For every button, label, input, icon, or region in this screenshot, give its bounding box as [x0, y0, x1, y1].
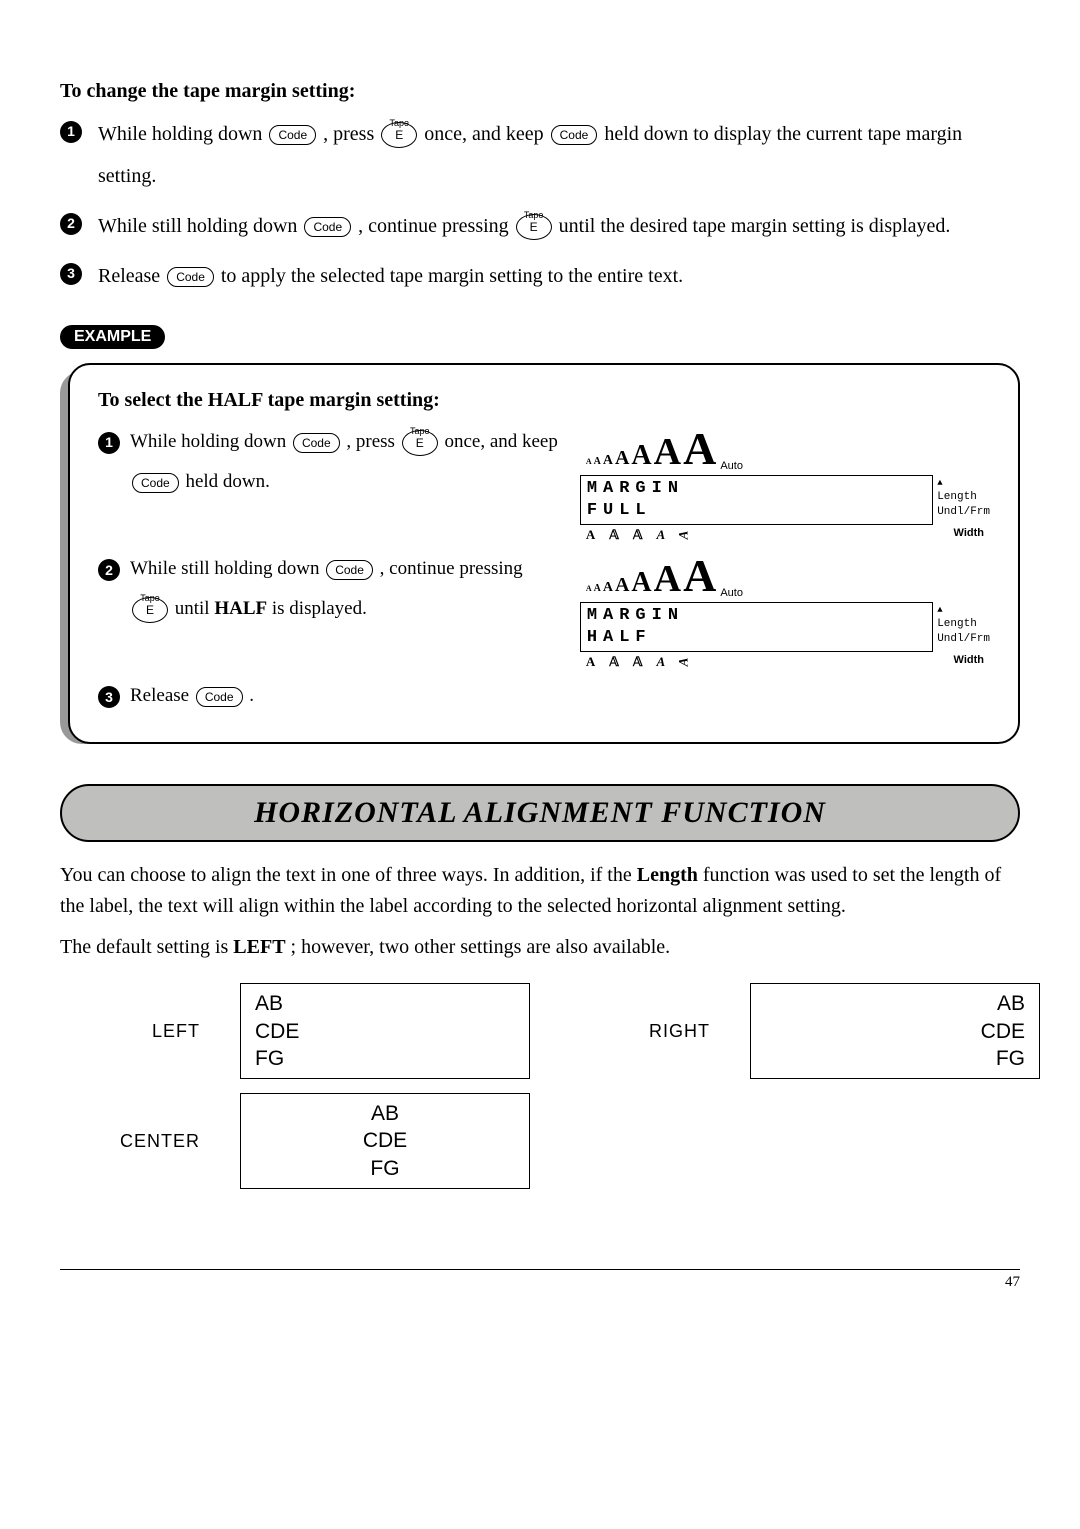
ex-num-3: 3 — [98, 686, 120, 708]
line: CDE — [765, 1018, 1025, 1045]
lcd-length: Length — [937, 617, 990, 632]
lcd-line2: HALF — [587, 627, 926, 649]
line: AB — [255, 1100, 515, 1127]
key-code: Code — [196, 687, 243, 707]
label-right: RIGHT — [570, 983, 710, 1079]
text: You can choose to align the text in one … — [60, 864, 637, 886]
text: While still holding down — [98, 215, 302, 237]
text: While holding down — [130, 431, 291, 452]
step-num-2: 2 — [60, 213, 82, 235]
text: ; however, two other settings are also a… — [291, 936, 671, 958]
lcd-undlfrm: Undl/Frm — [937, 632, 990, 647]
example-label: EXAMPLE — [60, 325, 165, 349]
text: held down. — [185, 471, 269, 492]
style-a: A — [657, 527, 666, 543]
text-bold: Length — [637, 864, 698, 886]
text: , press — [346, 431, 399, 452]
lcd-auto: Auto — [718, 587, 743, 602]
text: . — [249, 685, 254, 706]
lcd-line2: FULL — [587, 500, 926, 522]
key-code: Code — [293, 433, 340, 453]
text: , press — [323, 123, 379, 145]
style-a: 𝔸 — [609, 527, 619, 543]
lcd-undlfrm: Undl/Frm — [937, 505, 990, 520]
key-e-tape: E — [132, 597, 168, 623]
text: to apply the selected tape margin settin… — [221, 265, 683, 287]
line: AB — [765, 990, 1025, 1017]
lcd-line1: MARGIN — [587, 478, 926, 500]
key-code: Code — [167, 267, 214, 287]
key-code: Code — [269, 125, 316, 145]
text: once, and keep — [424, 123, 548, 145]
key-code: Code — [551, 125, 598, 145]
style-a: A — [657, 654, 666, 670]
step-num-1: 1 — [60, 121, 82, 143]
step-2: 2 While still holding down Code , contin… — [60, 205, 1020, 247]
text: once, and keep — [444, 431, 557, 452]
example-box: To select the HALF tape margin setting: … — [60, 363, 1020, 744]
key-code: Code — [132, 473, 179, 493]
lcd-display-1: AA AA AA A Auto MARGIN FULL ▲ Length Und… — [580, 422, 990, 543]
lcd-width: Width — [954, 654, 984, 670]
example-heading: To select the HALF tape margin setting: — [98, 389, 990, 412]
style-a: A — [586, 527, 595, 543]
line: AB — [255, 990, 515, 1017]
step-3: 3 Release Code to apply the selected tap… — [60, 255, 1020, 297]
ex-num-2: 2 — [98, 559, 120, 581]
text: Release — [98, 265, 165, 287]
line: FG — [255, 1045, 515, 1072]
text: until the desired tape margin setting is… — [559, 215, 951, 237]
lcd-auto: Auto — [718, 460, 743, 475]
page-number: 47 — [1005, 1274, 1020, 1290]
style-a: A — [676, 531, 692, 540]
alignment-grid: LEFT AB CDE FG RIGHT AB CDE FG CENTER AB… — [60, 983, 1020, 1189]
function-heading-box: HORIZONTAL ALIGNMENT FUNCTION — [60, 784, 1020, 842]
style-a: 𝔸 — [633, 654, 643, 670]
label-center: CENTER — [60, 1093, 200, 1189]
key-e-tape: E — [381, 122, 417, 148]
key-code: Code — [326, 560, 373, 580]
style-a: A — [676, 658, 692, 667]
lcd-width: Width — [954, 527, 984, 543]
function-heading: HORIZONTAL ALIGNMENT FUNCTION — [82, 796, 998, 830]
style-a: 𝔸 — [609, 654, 619, 670]
step-num-3: 3 — [60, 263, 82, 285]
heading-change-margin: To change the tape margin setting: — [60, 80, 1020, 103]
text: While holding down — [98, 123, 267, 145]
text: The default setting is — [60, 936, 233, 958]
lcd-length: Length — [937, 490, 990, 505]
key-e-tape: E — [402, 430, 438, 456]
key-code: Code — [304, 217, 351, 237]
example-row-1: 1 While holding down Code , press E once… — [98, 422, 990, 543]
line: CDE — [255, 1127, 515, 1154]
lcd-display-2: AA AA AA A Auto MARGIN HALF ▲ Length Und… — [580, 549, 990, 670]
line: CDE — [255, 1018, 515, 1045]
style-a: A — [586, 654, 595, 670]
line: FG — [255, 1155, 515, 1182]
key-e-tape: E — [516, 214, 552, 240]
text: While still holding down — [130, 558, 324, 579]
step-1: 1 While holding down Code , press E once… — [60, 113, 1020, 197]
func-para-2: The default setting is LEFT ; however, t… — [60, 932, 1020, 963]
text: is displayed. — [272, 598, 367, 619]
text-bold: HALF — [214, 598, 267, 619]
style-a: 𝔸 — [633, 527, 643, 543]
box-center: AB CDE FG — [240, 1093, 530, 1189]
box-right: AB CDE FG — [750, 983, 1040, 1079]
text-bold: LEFT — [233, 936, 285, 958]
text: Release — [130, 685, 194, 706]
text: until — [175, 598, 215, 619]
ex-num-1: 1 — [98, 432, 120, 454]
text: , continue pressing — [358, 215, 514, 237]
text: , continue pressing — [380, 558, 523, 579]
example-row-2: 2 While still holding down Code , contin… — [98, 549, 990, 670]
example-row-3: 3 Release Code . — [98, 676, 990, 716]
label-left: LEFT — [60, 983, 200, 1079]
lcd-line1: MARGIN — [587, 605, 926, 627]
line: FG — [765, 1045, 1025, 1072]
box-left: AB CDE FG — [240, 983, 530, 1079]
func-para-1: You can choose to align the text in one … — [60, 860, 1020, 922]
page-footer: 47 — [60, 1269, 1020, 1291]
